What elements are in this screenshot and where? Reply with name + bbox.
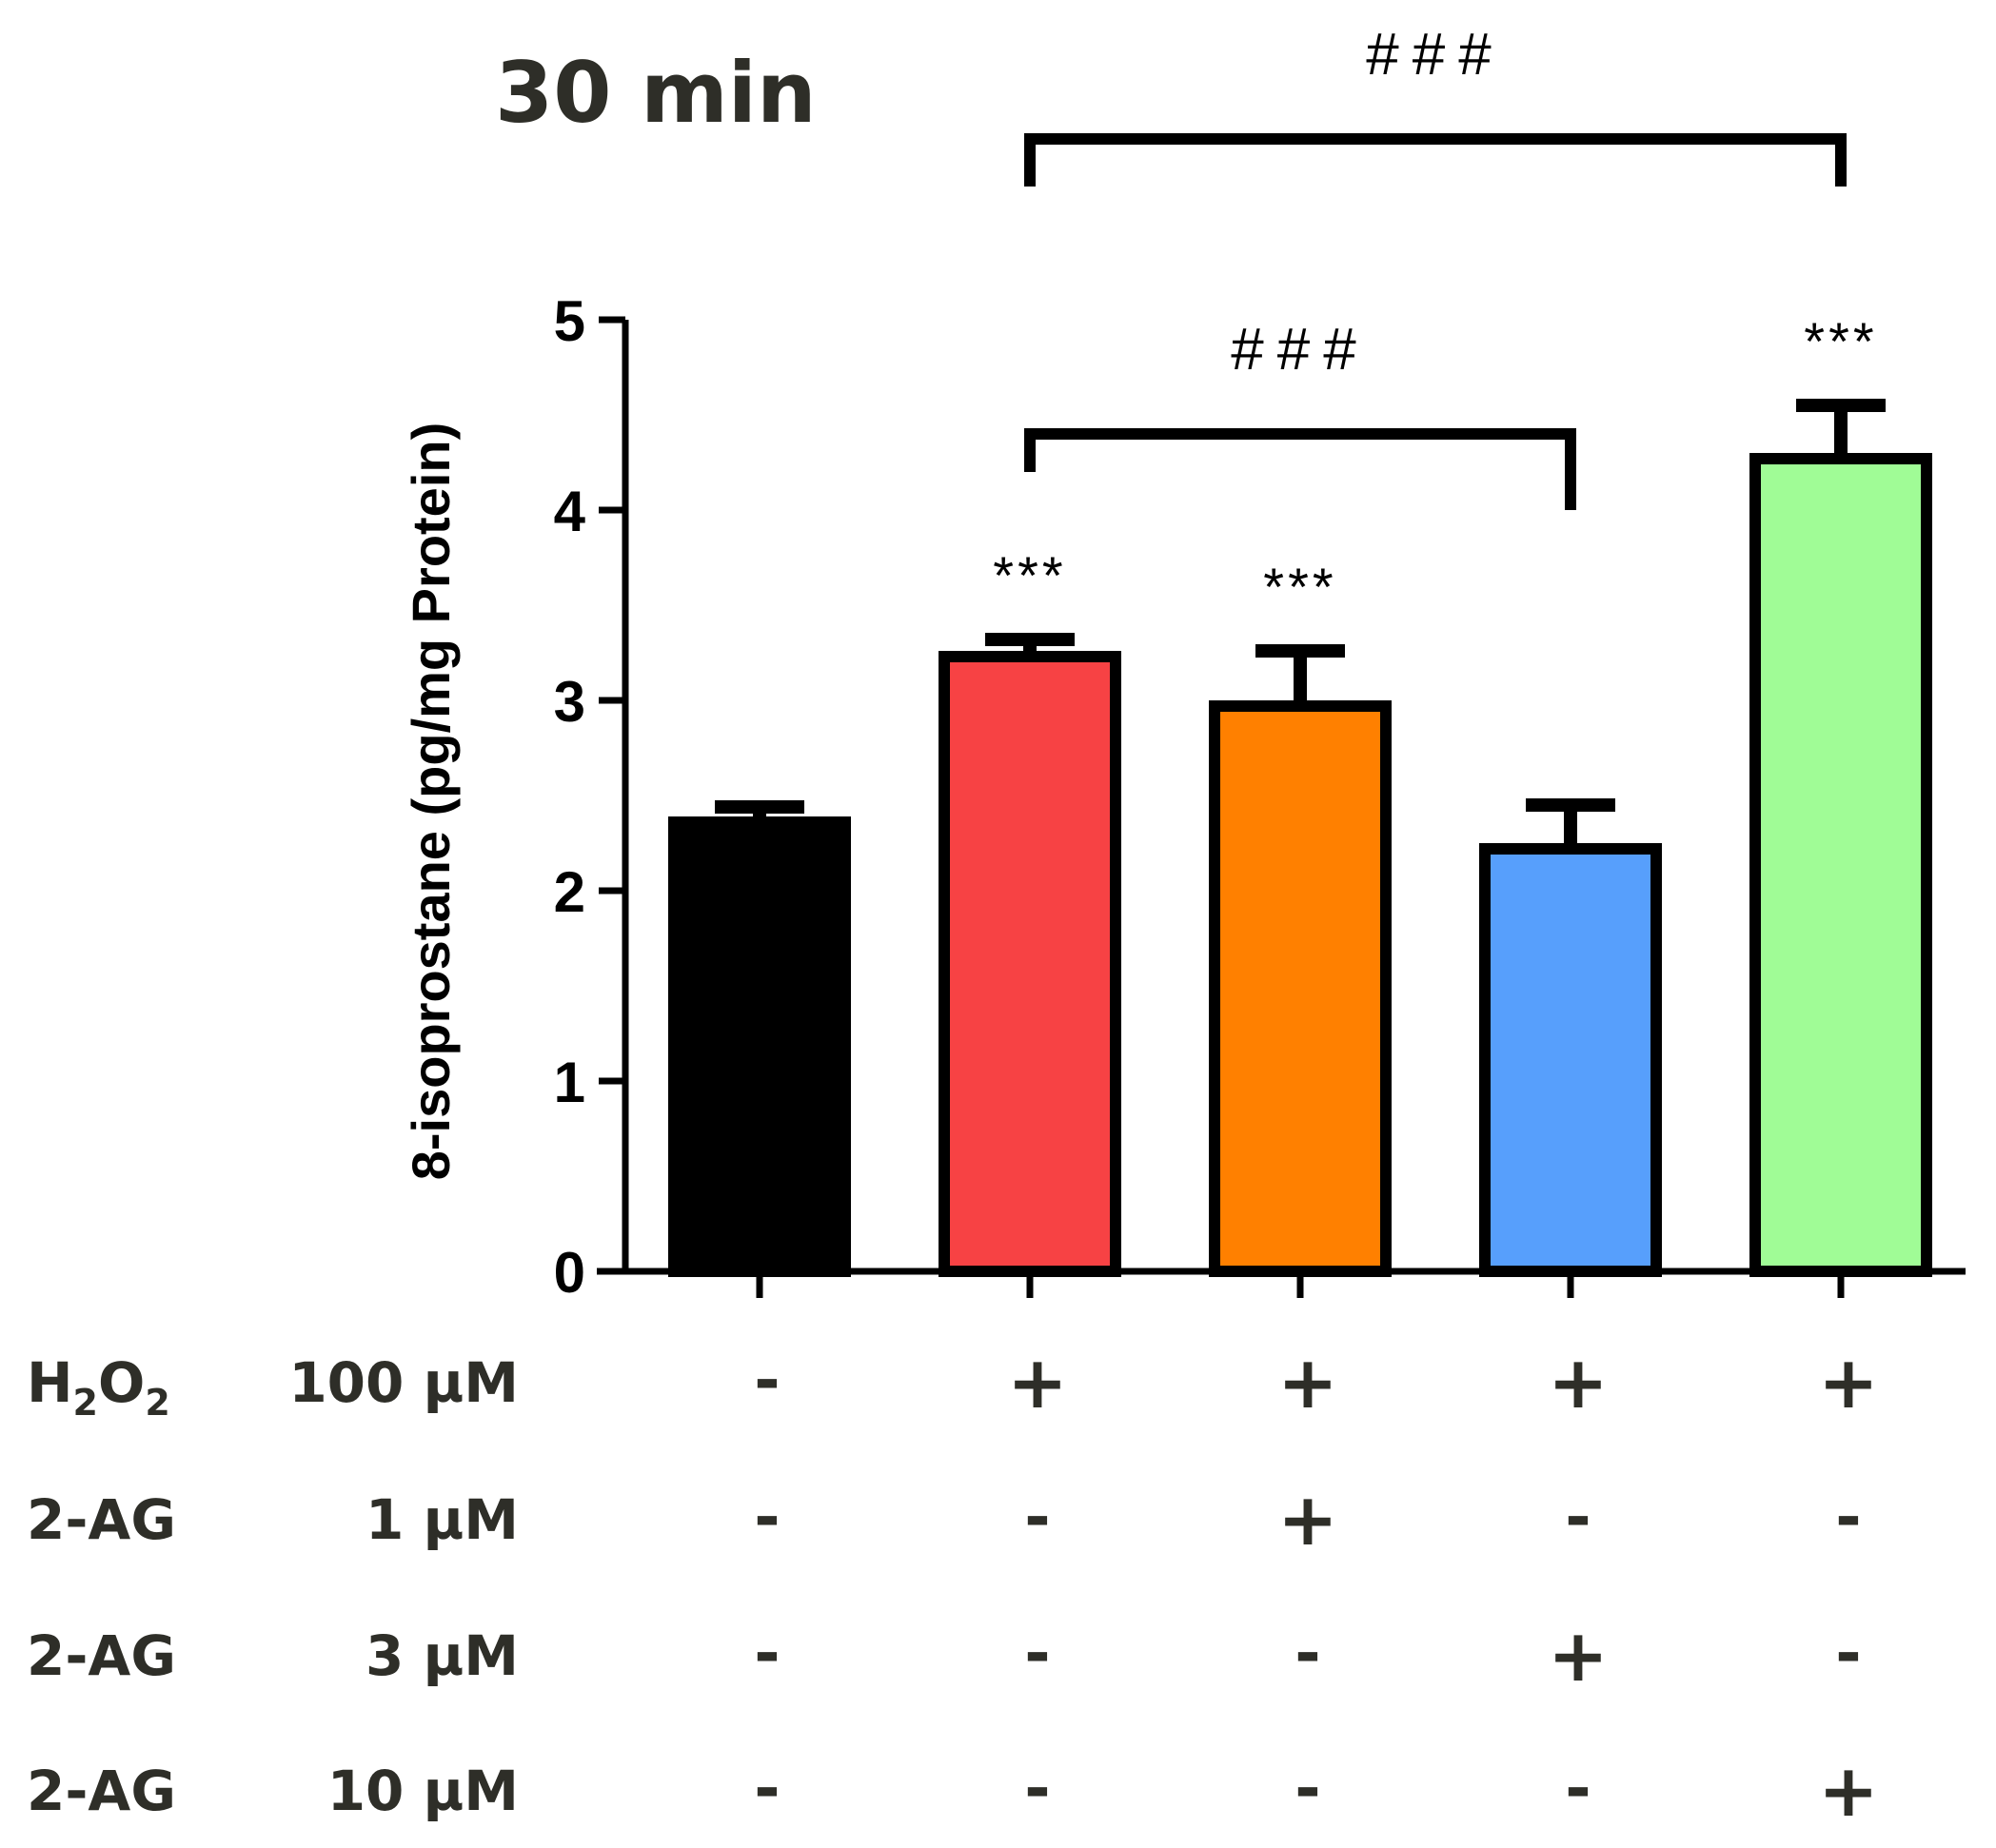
row-dose: 100 µM	[288, 1350, 519, 1415]
minus-sign: -	[754, 1344, 780, 1417]
bar	[668, 816, 851, 1277]
minus-sign: -	[754, 1481, 780, 1554]
bar	[1479, 843, 1662, 1277]
plus-sign: +	[1277, 1477, 1338, 1562]
row-label: 2-AG	[27, 1487, 176, 1552]
minus-sign: -	[1024, 1481, 1050, 1554]
row-dose: 1 µM	[366, 1487, 519, 1552]
bar	[1209, 700, 1392, 1277]
minus-sign: -	[754, 1752, 780, 1825]
minus-sign: -	[1565, 1752, 1591, 1825]
minus-sign: -	[754, 1617, 780, 1690]
y-axis-label: 8-isoprostane (pg/mg Protein)	[401, 423, 461, 1181]
bracket-label: ###	[1366, 22, 1504, 88]
minus-sign: -	[1024, 1617, 1050, 1690]
bracket-label: ###	[1231, 317, 1369, 383]
row-label: 2-AG	[27, 1759, 176, 1823]
plus-sign: +	[1007, 1340, 1068, 1425]
row-label: 2-AG	[27, 1623, 176, 1688]
minus-sign: -	[1294, 1752, 1320, 1825]
y-tick-label: 0	[554, 1241, 585, 1305]
bar	[1749, 453, 1932, 1277]
y-tick-label: 1	[554, 1051, 585, 1114]
minus-sign: -	[1835, 1481, 1861, 1554]
plus-sign: +	[1277, 1340, 1338, 1425]
y-tick-label: 2	[554, 860, 585, 924]
minus-sign: -	[1024, 1752, 1050, 1825]
row-label: H2O2	[27, 1350, 170, 1424]
comparison-bracket	[1024, 133, 1847, 187]
plus-sign: +	[1818, 1340, 1879, 1425]
chart-title: 30 min	[495, 44, 817, 142]
minus-sign: -	[1294, 1617, 1320, 1690]
treatment-table: H2O2 100 µM - + + + +2-AG 1 µM - - + - - 2-AG 3 µM - - - +…	[27, 1340, 1879, 1833]
significance-asterisks: ***	[1804, 311, 1877, 371]
comparison-bracket	[1024, 428, 1576, 510]
plus-sign: +	[1548, 1613, 1609, 1698]
y-tick-label: 5	[554, 289, 585, 353]
plot-area: 0 1 2 3 4 5 *** *** *** ### ###	[554, 22, 1966, 1305]
plus-sign: +	[1818, 1748, 1879, 1833]
row-dose: 10 µM	[327, 1759, 519, 1823]
plus-sign: +	[1548, 1340, 1609, 1425]
row-dose: 3 µM	[366, 1623, 519, 1688]
significance-asterisks: ***	[1263, 557, 1336, 617]
y-tick-label: 4	[554, 480, 586, 543]
y-tick-label: 3	[554, 670, 585, 734]
significance-asterisks: ***	[993, 545, 1066, 605]
bar	[939, 651, 1121, 1277]
minus-sign: -	[1565, 1481, 1591, 1554]
minus-sign: -	[1835, 1617, 1861, 1690]
